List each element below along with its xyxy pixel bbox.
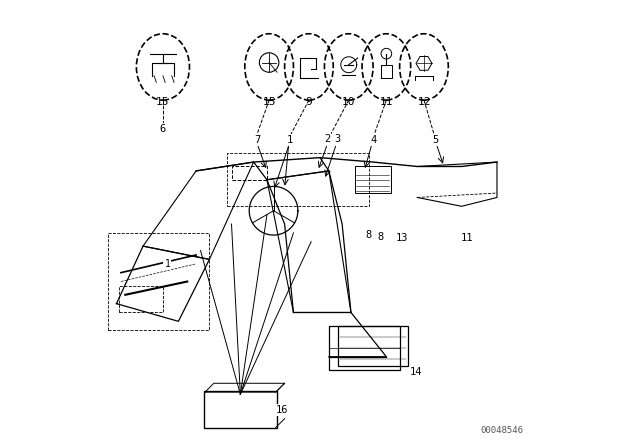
Text: 15: 15 [156, 97, 170, 108]
Text: 5: 5 [433, 135, 439, 145]
Text: 14: 14 [410, 367, 422, 377]
Bar [232, 167, 267, 180]
Bar [227, 153, 369, 206]
Bar [108, 233, 209, 330]
Text: 2: 2 [324, 134, 330, 145]
Text: 00048546: 00048546 [481, 426, 524, 435]
Bar [355, 167, 391, 193]
Bar [338, 326, 408, 366]
Text: 3: 3 [335, 134, 341, 145]
Text: 8: 8 [377, 232, 383, 242]
Bar [329, 326, 399, 370]
Text: 4: 4 [371, 135, 377, 145]
Text: 7: 7 [254, 135, 260, 145]
Text: 9: 9 [305, 97, 312, 108]
Text: 12: 12 [417, 97, 431, 108]
Text: 15: 15 [262, 97, 276, 108]
Text: 1: 1 [164, 259, 170, 269]
Bar [118, 286, 163, 313]
Text: 11: 11 [380, 97, 393, 108]
Text: 8: 8 [365, 230, 372, 240]
Text: 10: 10 [342, 97, 355, 108]
Text: 1: 1 [287, 135, 293, 145]
Text: 13: 13 [396, 233, 408, 243]
Text: 11: 11 [461, 233, 473, 243]
Text: 16: 16 [276, 405, 289, 415]
Text: 6: 6 [160, 124, 166, 134]
